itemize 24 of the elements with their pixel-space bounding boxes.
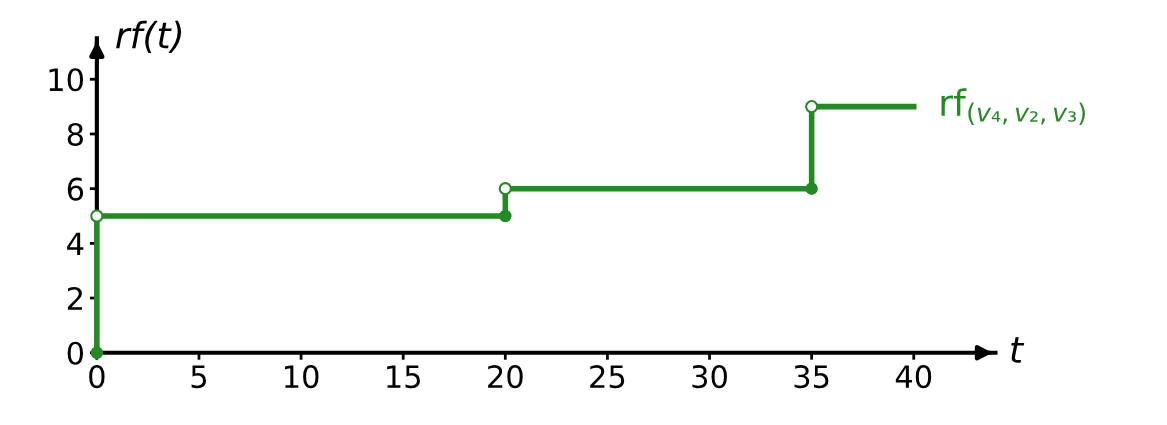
x-tick-label: 15 (387, 365, 420, 389)
point (805, 182, 818, 195)
point (498, 182, 512, 196)
x-tick-label: 35 (794, 365, 829, 389)
x-axis-title: t (1011, 337, 1025, 363)
y-tick-label: 4 (67, 232, 84, 255)
y-tick-label: 0 (67, 341, 84, 365)
y-axis-title: rf(t) (116, 20, 182, 53)
x-tick-label: 20 (488, 365, 523, 389)
point (90, 346, 104, 360)
y-tick-label: 6 (67, 177, 84, 201)
x-tick-label: 0 (89, 365, 105, 389)
point (805, 100, 819, 114)
point (90, 209, 104, 223)
point (499, 209, 512, 223)
x-tick-label: 5 (191, 365, 207, 389)
x-tick-label: 40 (895, 365, 932, 389)
series-label: rf$_{(v₄,v₂,v₃)}$ (941, 88, 1085, 125)
y-tick-label: 2 (67, 286, 82, 310)
y-tick-label: 10 (49, 68, 84, 92)
x-tick-label: 10 (285, 365, 319, 389)
y-tick-label: 8 (67, 122, 83, 147)
x-tick-label: 25 (590, 365, 625, 389)
x-tick-label: 30 (692, 365, 727, 389)
